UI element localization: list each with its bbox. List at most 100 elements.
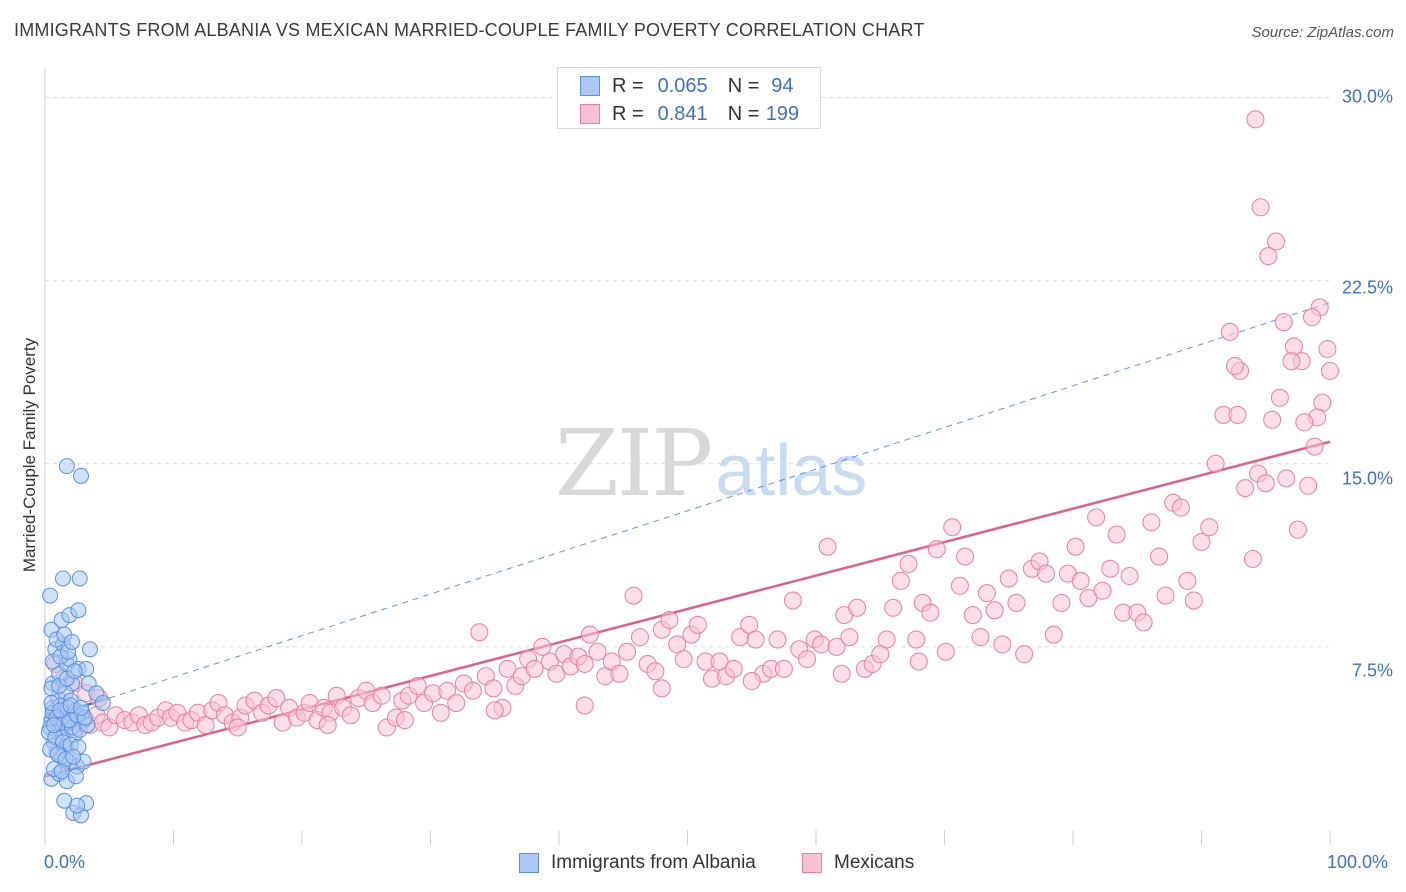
mexicans-point bbox=[688, 615, 707, 634]
albania-point bbox=[54, 570, 71, 587]
mexicans-point bbox=[575, 696, 594, 715]
legend-swatch-albania bbox=[519, 853, 539, 873]
mexicans-point bbox=[927, 540, 946, 559]
mexicans-point bbox=[884, 598, 903, 617]
legend-label-mexicans: Mexicans bbox=[834, 852, 915, 873]
legend-row-mexicans[interactable]: R = 0.841 N = 199 bbox=[580, 101, 805, 127]
mexicans-point bbox=[783, 591, 802, 610]
mexicans-point bbox=[907, 630, 926, 649]
legend-item-mexicans[interactable]: Mexicans bbox=[802, 852, 914, 874]
mexicans-point bbox=[1256, 474, 1275, 493]
mexicans-point bbox=[1142, 513, 1161, 532]
mexicans-point bbox=[431, 703, 450, 722]
mexicans-point bbox=[447, 694, 466, 713]
mexicans-point bbox=[1305, 437, 1324, 456]
mexicans-point bbox=[832, 664, 851, 683]
mexicans-point bbox=[1134, 613, 1153, 632]
legend-swatch-mexicans bbox=[580, 104, 600, 124]
mexicans-point bbox=[877, 630, 896, 649]
mexicans-point bbox=[575, 654, 594, 673]
legend-swatch-mexicans bbox=[802, 853, 822, 873]
mexicans-point bbox=[1178, 571, 1197, 590]
source-credit[interactable]: Source: ZipAtlas.com bbox=[1251, 24, 1394, 41]
mexicans-point bbox=[746, 630, 765, 649]
albania-point bbox=[66, 663, 83, 680]
legend-label-albania: Immigrants from Albania bbox=[551, 852, 756, 873]
albania-point bbox=[58, 458, 75, 475]
mexicans-point bbox=[999, 569, 1018, 588]
mexicans-points bbox=[43, 110, 1339, 737]
albania-point bbox=[71, 570, 88, 587]
mexicans-point bbox=[1299, 476, 1318, 495]
mexicans-point bbox=[267, 689, 286, 708]
mexicans-point bbox=[1228, 405, 1247, 424]
mexicans-point bbox=[588, 642, 607, 661]
mexicans-point bbox=[1251, 198, 1270, 217]
mexicans-point bbox=[485, 701, 504, 720]
mexicans-point bbox=[956, 547, 975, 566]
mexicans-point bbox=[484, 679, 503, 698]
mexicans-point bbox=[1274, 313, 1293, 332]
mexicans-point bbox=[533, 637, 552, 656]
y-tick-label-22-5: 22.5% bbox=[1341, 277, 1393, 298]
mexicans-point bbox=[1246, 110, 1265, 129]
mexicans-point bbox=[1120, 567, 1139, 586]
mexicans-point bbox=[1044, 625, 1063, 644]
mexicans-point bbox=[1321, 361, 1339, 380]
mexicans-point bbox=[660, 610, 679, 629]
mexicans-point bbox=[1156, 586, 1175, 605]
mexicans-point bbox=[525, 659, 544, 678]
mexicans-point bbox=[1107, 525, 1126, 544]
mexicans-point bbox=[624, 586, 643, 605]
mexicans-point bbox=[408, 676, 427, 695]
mexicans-point bbox=[547, 664, 566, 683]
mexicans-point bbox=[1015, 645, 1034, 664]
mexicans-point bbox=[1277, 469, 1296, 488]
mexicans-point bbox=[1263, 410, 1282, 429]
legend-row-albania[interactable]: R = 0.065 N = 94 bbox=[580, 73, 805, 99]
mexicans-point bbox=[977, 584, 996, 603]
mexicans-point bbox=[1071, 571, 1090, 590]
mexicans-point bbox=[798, 650, 817, 669]
x-tick-label-max: 100.0% bbox=[1327, 852, 1389, 872]
chart-title: IMMIGRANTS FROM ALBANIA VS MEXICAN MARRI… bbox=[14, 20, 925, 40]
mexicans-point bbox=[1303, 308, 1322, 327]
mexicans-point bbox=[921, 603, 940, 622]
legend-swatch-albania bbox=[580, 76, 600, 96]
mexicans-point bbox=[372, 686, 391, 705]
mexicans-point bbox=[848, 598, 867, 617]
y-tick-label-15: 15.0% bbox=[1341, 468, 1393, 489]
legend-n-label: N = bbox=[727, 74, 760, 97]
albania-point bbox=[67, 768, 84, 785]
legend-item-albania[interactable]: Immigrants from Albania bbox=[519, 852, 756, 874]
mexicans-point bbox=[580, 625, 599, 644]
legend-r-value-mexicans: 0.841 bbox=[657, 102, 708, 125]
mexicans-point bbox=[1184, 591, 1203, 610]
mexicans-point bbox=[985, 601, 1004, 620]
mexicans-point bbox=[1087, 508, 1106, 527]
albania-points bbox=[40, 458, 111, 824]
mexicans-point bbox=[646, 662, 665, 681]
y-tick-label-7-5: 7.5% bbox=[1351, 660, 1393, 681]
mexicans-point bbox=[768, 630, 787, 649]
albania-point bbox=[53, 763, 70, 780]
mexicans-point bbox=[1282, 352, 1301, 371]
albania-point bbox=[69, 797, 86, 814]
mexicans-point bbox=[341, 706, 360, 725]
mexicans-point bbox=[463, 681, 482, 700]
mexicans-point bbox=[1007, 593, 1026, 612]
mexicans-point bbox=[1200, 518, 1219, 537]
mexicans-point bbox=[1037, 564, 1056, 583]
mexicans-point bbox=[1171, 498, 1190, 517]
mexicans-point bbox=[1150, 547, 1169, 566]
legend-r-label: R = bbox=[612, 102, 644, 125]
y-tick-label-30: 30.0% bbox=[1341, 86, 1393, 107]
mexicans-point bbox=[1270, 388, 1289, 407]
mexicans-point bbox=[1066, 537, 1085, 556]
mexicans-point bbox=[498, 659, 517, 678]
mexicans-point bbox=[993, 635, 1012, 654]
mexicans-point bbox=[840, 628, 859, 647]
legend-n-value-mexicans: 199 bbox=[765, 102, 800, 125]
albania-point bbox=[45, 716, 62, 733]
albania-point bbox=[65, 748, 82, 765]
